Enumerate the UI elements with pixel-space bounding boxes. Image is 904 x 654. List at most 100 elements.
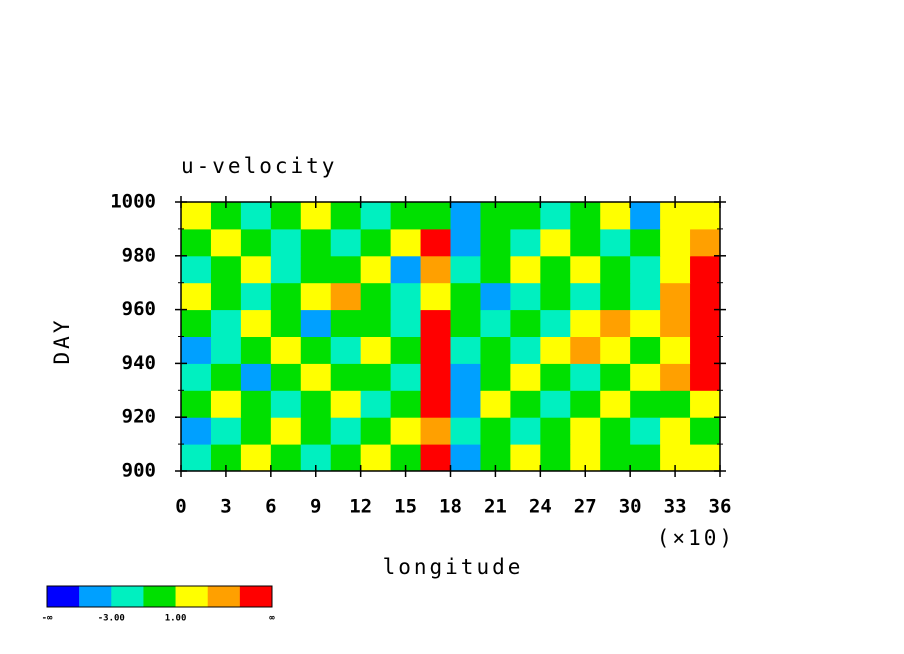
contour-cell: [300, 282, 332, 311]
contour-cell: [181, 202, 212, 230]
contour-cell: [510, 228, 541, 257]
contour-cell: [690, 417, 721, 445]
contour-cell: [360, 390, 392, 418]
contour-cell: [270, 363, 302, 391]
contour-cell: [630, 228, 661, 257]
x-tick-label: 36: [709, 496, 732, 518]
contour-cell: [390, 255, 422, 284]
contour-cell: [660, 228, 691, 257]
contour-cell: [540, 390, 571, 418]
contour-cell: [600, 228, 631, 257]
contour-cell: [300, 417, 332, 445]
contour-cell: [270, 417, 302, 445]
contour-cell: [450, 363, 481, 391]
contour-cell: [270, 228, 302, 257]
contour-cell: [181, 309, 212, 337]
contour-cell: [630, 390, 661, 418]
contour-cell: [450, 228, 481, 257]
contour-cell: [390, 336, 422, 364]
contour-cell: [420, 363, 451, 391]
contour-cell: [690, 444, 721, 472]
contour-cell: [420, 444, 451, 472]
contour-cell: [510, 336, 541, 364]
contour-cell: [480, 282, 511, 311]
contour-cell: [450, 417, 481, 445]
colorbar-frame: [46, 585, 273, 608]
x-tick-label: 33: [664, 496, 687, 518]
contour-cell: [240, 390, 272, 418]
contour-cell: [570, 390, 601, 418]
colorbar-label: -3.00: [98, 614, 125, 624]
contour-cell: [270, 336, 302, 364]
contour-cell: [181, 417, 212, 445]
contour-cell: [480, 417, 511, 445]
colorbar-swatch: [207, 586, 241, 607]
contour-cell: [510, 282, 541, 311]
contour-cell: [240, 444, 272, 472]
x-tick-label: 9: [310, 496, 321, 518]
y-tick-label: 920: [122, 406, 156, 428]
colorbar-swatch: [111, 586, 144, 607]
contour-cell: [510, 202, 541, 230]
contour-cell: [420, 202, 451, 230]
contour-cell: [420, 228, 451, 257]
contour-cell: [510, 417, 541, 445]
contour-cell: [690, 255, 721, 284]
contour-cell: [690, 363, 721, 391]
x-tick-label: 21: [484, 496, 507, 518]
colorbar-swatch: [79, 586, 112, 607]
contour-cell: [420, 390, 451, 418]
contour-cell: [330, 417, 362, 445]
contour-cell: [540, 444, 571, 472]
contour-cell: [660, 336, 691, 364]
contour-cell: [510, 309, 541, 337]
contour-cell: [240, 255, 272, 284]
contour-cell: [210, 228, 242, 257]
contour-cell: [300, 336, 332, 364]
contour-cell: [600, 363, 631, 391]
contour-cell: [600, 309, 631, 337]
contour-cell: [480, 363, 511, 391]
contour-cell: [420, 282, 451, 311]
contour-cell: [660, 282, 691, 311]
contour-cell: [600, 282, 631, 311]
contour-cell: [240, 309, 272, 337]
x-axis-note: (×10): [657, 526, 735, 550]
contour-cell: [600, 444, 631, 472]
contour-cell: [270, 309, 302, 337]
contour-cell: [510, 255, 541, 284]
colorbar-swatch: [143, 586, 176, 607]
contour-cell: [660, 255, 691, 284]
colorbar-swatch: [47, 586, 80, 607]
contour-cell: [270, 202, 302, 230]
contour-cell: [540, 309, 571, 337]
contour-cell: [360, 255, 392, 284]
contour-cell: [240, 228, 272, 257]
contour-cell: [390, 309, 422, 337]
contour-cell: [360, 363, 392, 391]
colorbar-label: ∞: [269, 614, 275, 624]
contour-cell: [181, 255, 212, 284]
contour-cell: [630, 309, 661, 337]
contour-cell: [630, 363, 661, 391]
contour-cell: [330, 282, 362, 311]
contour-cell: [630, 444, 661, 472]
contour-cell: [660, 363, 691, 391]
contour-cell: [330, 363, 362, 391]
contour-cell: [690, 336, 721, 364]
contour-cell: [270, 282, 302, 311]
contour-cell: [450, 444, 481, 472]
contour-cell: [570, 282, 601, 311]
colorbar-label: 1.00: [165, 614, 187, 624]
contour-cell: [390, 390, 422, 418]
contour-cell: [690, 228, 721, 257]
x-tick-label: 30: [619, 496, 642, 518]
contour-cell: [181, 444, 212, 472]
contour-cell: [540, 228, 571, 257]
contour-cell: [240, 336, 272, 364]
contour-cell: [540, 202, 571, 230]
contour-cell: [330, 228, 362, 257]
contour-cell: [300, 228, 332, 257]
contour-cell: [570, 228, 601, 257]
x-tick-label: 3: [220, 496, 231, 518]
